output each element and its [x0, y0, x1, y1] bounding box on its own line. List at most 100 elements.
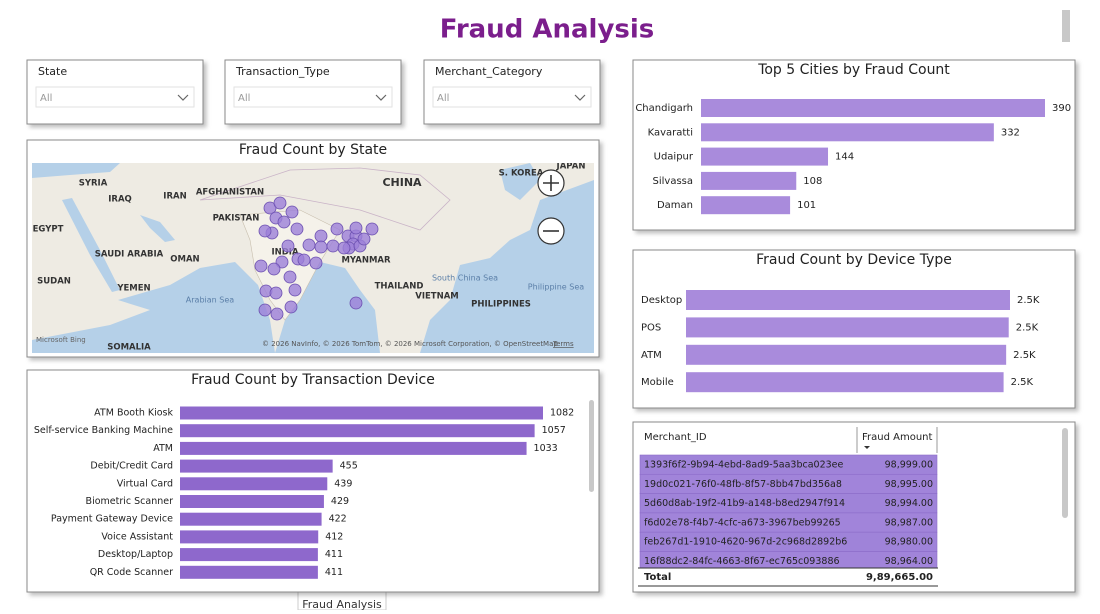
chart-scrollbar[interactable]: [589, 400, 594, 492]
bar[interactable]: [180, 530, 319, 544]
dropdown-chevron: [177, 94, 189, 101]
bar[interactable]: [701, 196, 791, 215]
chart: Top 5 Cities by Fraud Count Chandigarh 390…: [632, 59, 1076, 231]
map-label: S. KOREA: [499, 169, 544, 179]
slicer-dropdown[interactable]: [35, 86, 195, 108]
cell: 98,980.00: [885, 537, 933, 548]
chart-title: Fraud Count by Device Type: [756, 252, 952, 268]
map-label: OMAN: [170, 255, 199, 265]
map-bubble[interactable]: [330, 222, 344, 236]
map-bubble[interactable]: [273, 196, 287, 210]
map-bubble[interactable]: [267, 262, 281, 276]
map-bubble[interactable]: [258, 303, 272, 317]
map-sea: [500, 163, 540, 200]
cell: 98,994.00: [885, 498, 933, 509]
map-terms[interactable]: Terms: [552, 340, 574, 348]
bar[interactable]: [180, 406, 543, 420]
map-sea: [62, 198, 120, 292]
category-label: Self-service Banking Machine: [34, 425, 173, 436]
bar[interactable]: [701, 147, 829, 166]
map-bubble[interactable]: [258, 224, 272, 238]
bar[interactable]: [701, 171, 797, 190]
total-value: 9,89,665.00: [866, 572, 933, 583]
map-bubble[interactable]: [288, 283, 302, 297]
slicer-label: State: [38, 65, 67, 78]
data-label: 422: [329, 514, 347, 525]
slicer[interactable]: Transaction_Type All: [224, 59, 402, 125]
map-bubble[interactable]: [326, 239, 340, 253]
sort-indicator: [864, 446, 870, 449]
map-bubble[interactable]: [314, 229, 328, 243]
data-label: 2.5K: [1016, 322, 1039, 333]
map-bubble[interactable]: [337, 241, 351, 255]
bar[interactable]: [686, 372, 1004, 393]
map-bubble[interactable]: [349, 296, 363, 310]
cell: 98,995.00: [885, 479, 933, 490]
table-header: [638, 427, 938, 453]
category-label: Voice Assistant: [101, 531, 173, 542]
bar[interactable]: [180, 495, 324, 508]
cell: 98,987.00: [885, 517, 933, 528]
data-label: 390: [1052, 103, 1071, 114]
slicer[interactable]: State All: [26, 59, 204, 125]
map-bubble[interactable]: [309, 256, 323, 270]
bar[interactable]: [180, 565, 318, 579]
category-label: ATM: [641, 350, 662, 361]
map-bubble[interactable]: [302, 238, 316, 252]
map-bubble[interactable]: [285, 205, 299, 219]
bar[interactable]: [686, 290, 1010, 310]
column-header[interactable]: Merchant_ID: [644, 432, 707, 443]
dropdown-chevron: [574, 94, 586, 101]
data-label: 1057: [542, 425, 566, 436]
map-bubble[interactable]: [263, 201, 277, 215]
map-bubble[interactable]: [314, 240, 328, 254]
map-attribution: © 2026 NavInfo, © 2026 TomTom, © 2026 Mi…: [262, 340, 558, 348]
table-row[interactable]: [639, 551, 938, 571]
map-label: PAKISTAN: [213, 214, 260, 224]
bar[interactable]: [180, 477, 328, 491]
category-label: Silvassa: [653, 176, 694, 187]
map-bubble[interactable]: [284, 300, 298, 314]
map-bubble[interactable]: [297, 253, 311, 267]
map-label: Arabian Sea: [186, 296, 234, 305]
column-header[interactable]: Fraud Amount: [862, 432, 933, 443]
map-bubble[interactable]: [270, 307, 284, 321]
map-bubble[interactable]: [283, 270, 297, 284]
bar[interactable]: [701, 123, 994, 142]
cell: 1393f6f2-9b94-4ebd-8ad9-5aa3bca023ee: [644, 460, 844, 471]
category-label: Desktop/Laptop: [98, 549, 173, 560]
page-scrollbar[interactable]: [1062, 10, 1070, 42]
bar[interactable]: [180, 441, 527, 455]
data-label: 2.5K: [1017, 295, 1040, 306]
map-label: CHINA: [382, 176, 422, 189]
map-bubble[interactable]: [357, 232, 371, 246]
map-bubble[interactable]: [349, 221, 363, 235]
bar[interactable]: [686, 344, 1007, 365]
bar[interactable]: [180, 424, 535, 438]
slicer-value: All: [238, 93, 250, 104]
bar[interactable]: [180, 459, 333, 473]
map-bubble[interactable]: [365, 222, 379, 236]
cell: 98,964.00: [885, 556, 933, 567]
bar[interactable]: [701, 99, 1045, 117]
map-label: IRAQ: [108, 195, 132, 205]
table-scrollbar[interactable]: [1062, 428, 1068, 518]
map-label: INDIA: [271, 248, 298, 258]
map-bubble[interactable]: [290, 222, 304, 236]
map-label: PHILIPPINES: [471, 300, 531, 310]
map-label: SAUDI ARABIA: [95, 250, 164, 260]
slicer[interactable]: Merchant_Category All: [423, 59, 601, 125]
slicer-dropdown[interactable]: [233, 86, 393, 108]
data-label: 455: [340, 461, 358, 472]
map-bubble[interactable]: [275, 255, 289, 269]
bar[interactable]: [686, 317, 1009, 338]
slicer-dropdown[interactable]: [432, 86, 592, 108]
bar[interactable]: [180, 512, 322, 526]
bar[interactable]: [180, 548, 318, 562]
map-bubble[interactable]: [281, 239, 295, 253]
map-bubble[interactable]: [254, 259, 268, 273]
data-label: 101: [797, 200, 816, 211]
map-bubble[interactable]: [277, 215, 291, 229]
map-bubble[interactable]: [269, 286, 283, 300]
